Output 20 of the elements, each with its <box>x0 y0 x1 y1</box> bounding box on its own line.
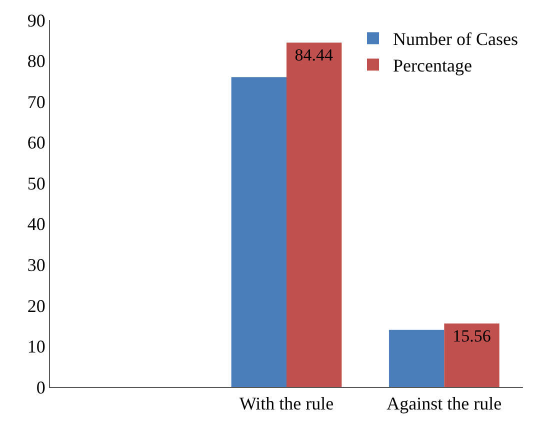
y-tick-label: 30 <box>27 254 46 275</box>
y-tick-label: 50 <box>27 173 46 194</box>
data-label: 15.56 <box>452 326 491 346</box>
y-tick-label: 0 <box>36 377 46 398</box>
bar <box>388 330 444 387</box>
legend-label: Number of Cases <box>393 29 518 50</box>
y-tick-label: 60 <box>27 132 46 153</box>
y-tick-label: 10 <box>27 336 46 357</box>
bar <box>444 324 500 387</box>
legend-label: Percentage <box>393 56 472 76</box>
y-tick-label: 20 <box>27 296 46 316</box>
y-tick-label: 70 <box>27 92 46 112</box>
x-tick-label: Against the rule <box>386 394 502 414</box>
bar <box>286 42 342 387</box>
y-tick-label: 40 <box>27 214 46 234</box>
bar <box>231 77 286 387</box>
y-tick-label: 90 <box>27 10 46 30</box>
x-tick-label: With the rule <box>239 394 334 414</box>
data-label: 84.44 <box>294 46 334 65</box>
y-tick-label: 80 <box>27 51 46 72</box>
